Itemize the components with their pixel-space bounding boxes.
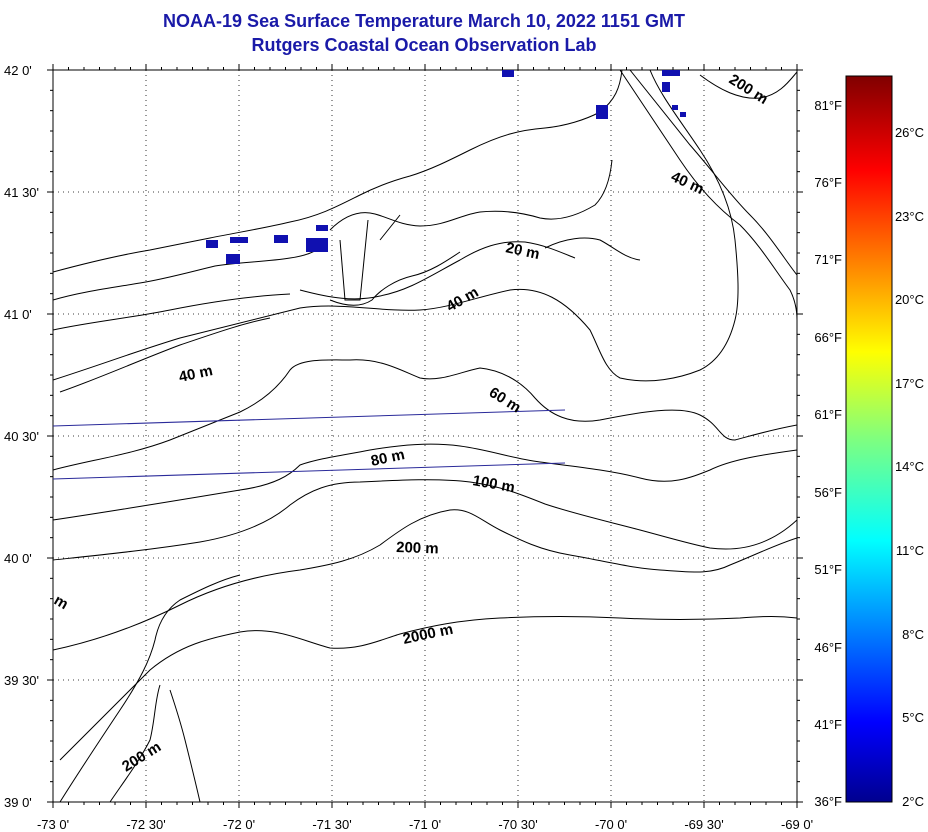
colorbar — [845, 75, 893, 803]
lat-label-41-30: 41 30' — [4, 185, 39, 200]
lon-label-70-30: -70 30' — [498, 817, 537, 832]
map-subtitle: Rutgers Coastal Ocean Observation Lab — [251, 35, 597, 55]
lon-label-72-30: -72 30' — [126, 817, 165, 832]
contour-sw-canyon — [169, 689, 201, 802]
contour-label-40m-west: 40 m — [177, 362, 214, 386]
contour-2000m — [59, 616, 797, 761]
lat-label-40-30: 40 30' — [4, 429, 39, 444]
lon-label-72: -72 0' — [223, 817, 255, 832]
f-label-66: 66°F — [814, 330, 842, 345]
lon-label-70: -70 0' — [595, 817, 627, 832]
coastline-nantucket — [544, 237, 641, 261]
latitude-labels: 42 0' 41 30' 41 0' 40 30' 40 0' 39 30' 3… — [4, 63, 39, 810]
f-label-41: 41°F — [814, 717, 842, 732]
f-label-36: 36°F — [814, 794, 842, 809]
c-label-20: 20°C — [895, 292, 924, 307]
coastline-long-island — [53, 244, 326, 301]
fahrenheit-labels: 81°F 76°F 71°F 66°F 61°F 56°F 51°F 46°F … — [814, 98, 842, 809]
contour-label-200m-mid: 200 m — [396, 539, 439, 557]
contour-label-20m: 20 m — [504, 239, 541, 263]
contour-80m — [53, 443, 797, 521]
c-label-2: 2°C — [902, 794, 924, 809]
satellite-track-lines — [52, 409, 566, 480]
longitude-labels: -73 0' -72 30' -72 0' -71 30' -71 0' -70… — [37, 817, 813, 832]
lat-label-39-30: 39 30' — [4, 673, 39, 688]
c-label-26: 26°C — [895, 125, 924, 140]
contour-100m — [53, 479, 797, 561]
lat-label-42: 42 0' — [4, 63, 32, 78]
axis-ticks — [47, 64, 803, 808]
f-label-71: 71°F — [814, 252, 842, 267]
celsius-labels: 26°C 23°C 20°C 17°C 14°C 11°C 8°C 5°C 2°… — [895, 125, 924, 809]
lat-label-39: 39 0' — [4, 795, 32, 810]
coastline-connecticut — [53, 70, 623, 273]
c-label-11: 11°C — [896, 543, 924, 558]
f-label-46: 46°F — [814, 640, 842, 655]
contour-200m-sw — [59, 574, 241, 802]
f-label-76: 76°F — [814, 175, 842, 190]
contour-200m — [53, 509, 797, 651]
contour-ne-3 — [699, 71, 797, 99]
bathymetry-contours — [53, 70, 797, 802]
lon-label-69: -69 0' — [781, 817, 813, 832]
coastline-long-island-south — [53, 293, 291, 331]
map-title: NOAA-19 Sea Surface Temperature March 10… — [163, 11, 685, 31]
c-label-5: 5°C — [902, 710, 924, 725]
coastline-cape — [329, 159, 613, 231]
lat-label-40: 40 0' — [4, 551, 32, 566]
contour-40m — [53, 70, 739, 382]
lon-label-73: -73 0' — [37, 817, 69, 832]
lat-label-41: 41 0' — [4, 307, 32, 322]
c-label-23: 23°C — [895, 209, 924, 224]
coastline-vineyard — [329, 251, 461, 306]
lon-label-69-30: -69 30' — [684, 817, 723, 832]
f-label-61: 61°F — [814, 407, 842, 422]
sst-pixels — [206, 70, 686, 264]
contour-sw-inner — [109, 684, 161, 802]
c-label-8: 8°C — [902, 627, 924, 642]
contour-ne-2 — [629, 70, 797, 276]
graticule — [53, 70, 797, 802]
contour-label-80m: 80 m — [369, 446, 406, 470]
f-label-51: 51°F — [814, 562, 842, 577]
contour-20m — [299, 241, 576, 300]
contour-60m — [53, 359, 797, 471]
lon-label-71-30: -71 30' — [312, 817, 351, 832]
f-label-56: 56°F — [814, 485, 842, 500]
coastline-buzzards-bay — [339, 214, 401, 301]
lon-label-71: -71 0' — [409, 817, 441, 832]
contour-200m-ne — [619, 70, 797, 321]
contour-40m-west — [59, 317, 271, 393]
f-label-81: 81°F — [814, 98, 842, 113]
c-label-14: 14°C — [895, 459, 924, 474]
c-label-17: 17°C — [895, 376, 924, 391]
